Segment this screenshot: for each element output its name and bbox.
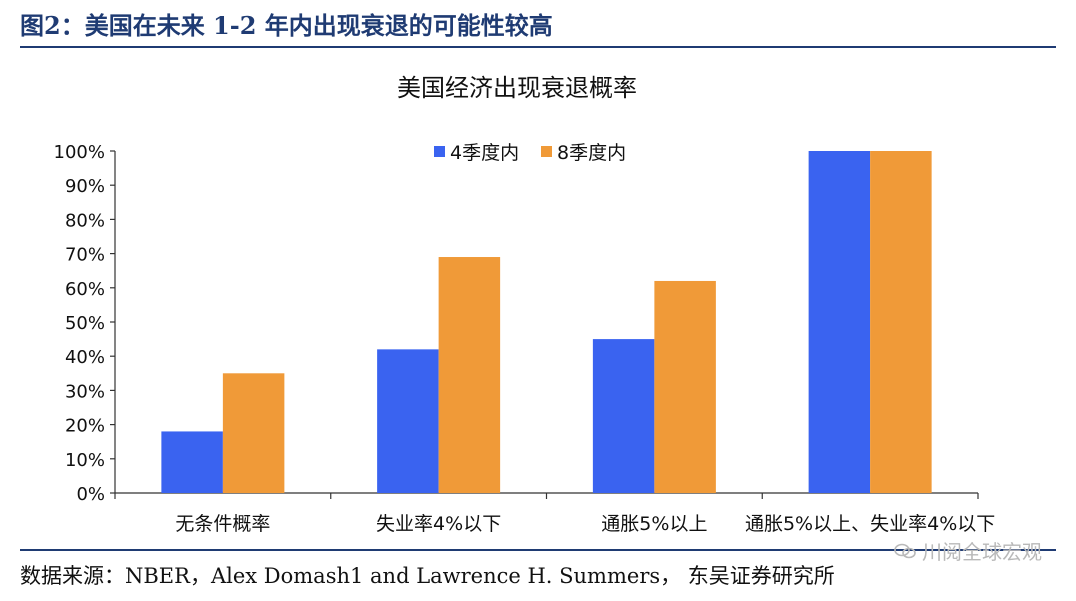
y-tick-label: 60% (65, 279, 105, 300)
bar (870, 151, 932, 493)
y-tick-label: 10% (65, 450, 105, 471)
watermark-text: 川阅全球宏观 (922, 540, 1042, 564)
y-tick-label: 70% (65, 245, 105, 266)
bar (592, 339, 655, 493)
x-tick-label: 无条件概率 (175, 513, 270, 535)
legend: 4季度内 8季度内 (434, 142, 626, 164)
bar (222, 373, 285, 493)
x-tick-label: 通胀5%以上 (601, 513, 707, 535)
y-tick-label: 100% (54, 142, 105, 163)
chart-title: 美国经济出现衰退概率 (397, 74, 637, 102)
y-tick-label: 40% (65, 347, 105, 368)
y-tick-label: 0% (76, 484, 105, 505)
legend-label-series-1: 4季度内 (450, 142, 519, 164)
x-tick-label: 通胀5%以上、失业率4%以下 (745, 513, 995, 535)
y-tick-label: 20% (65, 416, 105, 437)
figure-caption: 图2：美国在未来 1-2 年内出现衰退的可能性较高 (20, 11, 553, 40)
bar (161, 431, 223, 493)
y-tick-label: 30% (65, 381, 105, 402)
watermark: 川阅全球宏观 (894, 536, 1042, 565)
legend-label-series-2: 8季度内 (557, 142, 626, 164)
bar (377, 349, 439, 493)
chat-bubble-icon (894, 543, 916, 558)
legend-swatch-series-1 (434, 146, 445, 157)
y-tick-label: 80% (65, 210, 105, 231)
legend-swatch-series-2 (541, 146, 552, 157)
y-tick-label: 90% (65, 176, 105, 197)
x-tick-label: 失业率4%以下 (376, 513, 501, 535)
bar (654, 280, 716, 493)
source-note: 数据来源：NBER，Alex Domash1 and Lawrence H. S… (20, 564, 835, 588)
top-divider (20, 46, 1056, 48)
bar (808, 151, 871, 493)
bar (438, 257, 501, 493)
y-tick-label: 50% (65, 313, 105, 334)
bottom-divider (20, 549, 1056, 551)
